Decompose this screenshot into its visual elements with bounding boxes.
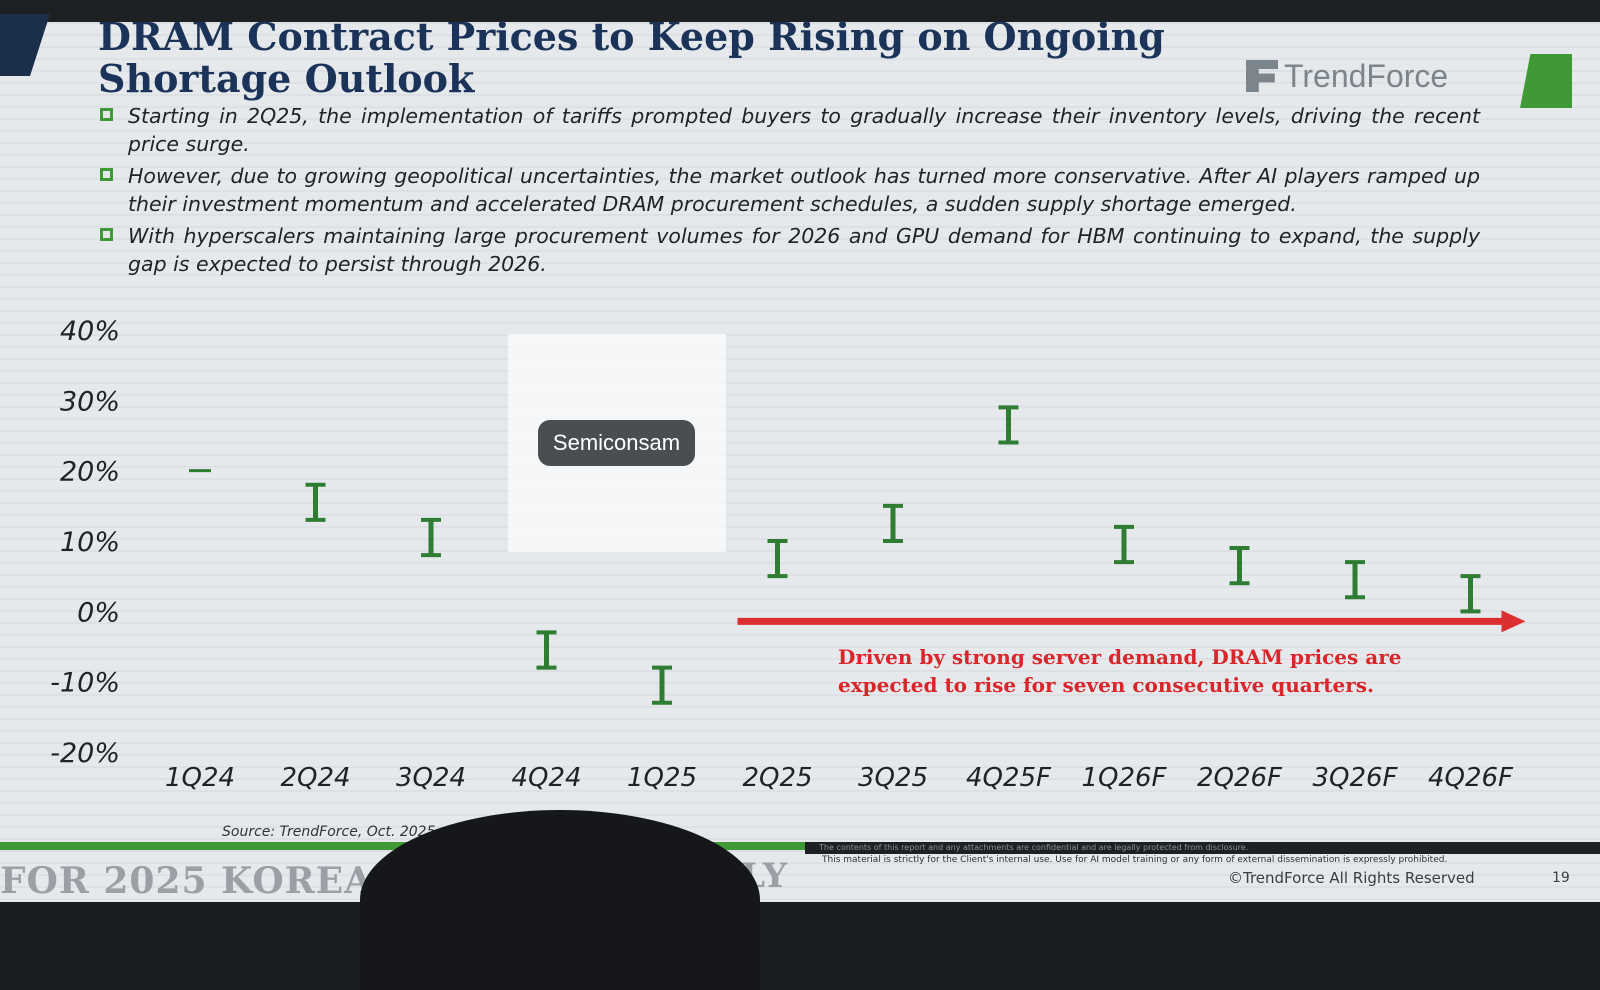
slide-title: DRAM Contract Prices to Keep Rising on O… (98, 14, 1165, 101)
x-tick-label: 1Q25 (627, 763, 697, 793)
copyright-text: ©TrendForce All Rights Reserved (1228, 869, 1475, 887)
x-tick-label: 3Q24 (396, 763, 466, 793)
y-tick-label: 40% (60, 316, 120, 347)
y-tick-label: 0% (77, 597, 120, 628)
y-tick-label: 30% (60, 386, 120, 417)
source-note: Source: TrendForce, Oct. 2025 (222, 824, 436, 840)
left-accent-shape (0, 14, 50, 76)
brand-logo: TrendForce (1246, 56, 1448, 96)
trendforce-logo-icon (1246, 60, 1278, 92)
x-tick-label: 3Q26F (1312, 763, 1398, 793)
bullet-text: However, due to growing geopolitical unc… (128, 164, 1480, 216)
chart-annotation-line: expected to rise for seven consecutive q… (838, 673, 1374, 697)
x-tick-label: 2Q26F (1197, 763, 1283, 793)
brand-name: TrendForce (1284, 57, 1449, 94)
y-tick-label: 20% (60, 457, 120, 488)
x-tick-label: 3Q25 (858, 763, 928, 793)
bullet-item: Starting in 2Q25, the implementation of … (100, 102, 1480, 158)
square-bullet-icon (100, 228, 113, 241)
right-accent-shape (1520, 54, 1572, 108)
y-tick-label: -10% (50, 668, 120, 699)
y-tick-label: 10% (60, 527, 120, 558)
slide: DRAM Contract Prices to Keep Rising on O… (0, 0, 1600, 902)
event-footer-left: FOR 2025 KOREA R (0, 860, 418, 902)
square-bullet-icon (100, 168, 113, 181)
price-change-chart: -20% -10% 0% 10% 20% 30% 40% 1Q24 2Q24 3Q24 4Q24 1Q… (50, 316, 1526, 793)
audience-head-silhouette (360, 810, 760, 990)
x-tick-label: 2Q25 (742, 763, 812, 793)
x-tick-label: 2Q24 (280, 763, 350, 793)
chart-annotation-line: Driven by strong server demand, DRAM pri… (838, 645, 1401, 669)
x-tick-label: 1Q26F (1081, 763, 1167, 793)
bullet-text: Starting in 2Q25, the implementation of … (128, 104, 1480, 156)
trend-arrow-head (1501, 610, 1526, 633)
top-bar (0, 0, 1600, 22)
y-tick-label: -20% (50, 738, 120, 769)
bullet-text: With hyperscalers maintaining large proc… (128, 224, 1480, 276)
x-tick-label: 1Q24 (165, 763, 235, 793)
x-tick-label: 4Q24 (511, 763, 581, 793)
square-bullet-icon (100, 108, 113, 121)
watermark-label: Semiconsam (538, 420, 695, 466)
bullet-item: However, due to growing geopolitical unc… (100, 162, 1480, 218)
bullet-list: Starting in 2Q25, the implementation of … (100, 102, 1480, 282)
bullet-item: With hyperscalers maintaining large proc… (100, 222, 1480, 278)
page-number: 19 (1552, 870, 1570, 886)
x-tick-label: 4Q26F (1428, 763, 1514, 793)
disclaimer-text: This material is strictly for the Client… (822, 855, 1448, 865)
x-tick-label: 4Q25F (966, 763, 1052, 793)
confidentiality-bar: The contents of this report and any atta… (805, 842, 1600, 854)
